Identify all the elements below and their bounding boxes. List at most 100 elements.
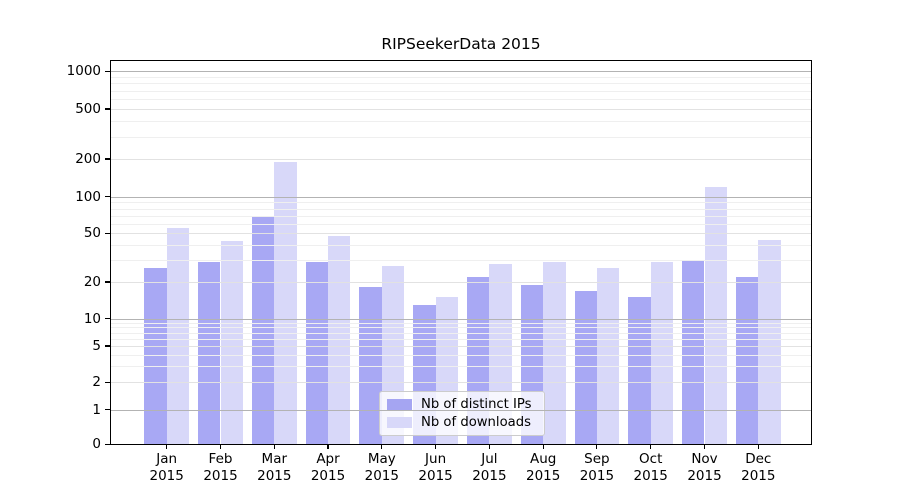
month-label: Dec [745, 451, 772, 467]
bar-nov-distinct-ips [682, 260, 705, 444]
y-tick-label-20: 20 [83, 273, 101, 290]
bar-oct-downloads [650, 262, 674, 444]
month-label: Nov [691, 451, 718, 467]
x-axis-tick-oct [650, 444, 652, 449]
gridline-200 [111, 158, 811, 160]
x-tick-label-dec: Dec 2015 [728, 451, 788, 485]
month-label: Jan [156, 451, 178, 467]
y-axis-tick-500 [105, 108, 110, 110]
legend-row-distinct-ips: Nb of distinct IPs [387, 397, 544, 412]
gridline-minor-900 [111, 76, 811, 78]
month-label: Aug [530, 451, 557, 467]
plot-area: Nb of distinct IPs Nb of downloads 0 1 2 5 1… [67, 60, 812, 484]
y-axis-tick-1000 [105, 70, 110, 72]
x-tick-label-mar: Mar 2015 [244, 451, 304, 485]
bar-aug-downloads [543, 262, 566, 444]
y-axis-tick-100 [105, 196, 110, 198]
bar-mar-distinct-ips [251, 215, 275, 444]
gridline-minor-4 [111, 354, 811, 356]
x-tick-label-sep: Sep 2015 [567, 451, 627, 485]
legend-label-downloads: Nb of downloads [421, 415, 531, 430]
x-tick-label-jan: Jan 2015 [137, 451, 197, 485]
y-axis-tick-20 [105, 281, 110, 283]
month-label: Jun [425, 451, 447, 467]
bar-jan-distinct-ips [144, 268, 167, 444]
legend: Nb of distinct IPs Nb of downloads [379, 391, 545, 436]
x-axis-tick-jan [166, 444, 168, 449]
gridline-minor-3 [111, 366, 811, 368]
y-tick-label-5: 5 [92, 337, 101, 354]
gridline-1 [111, 409, 811, 411]
year-label: 2015 [364, 468, 399, 484]
gridline-minor-70 [111, 215, 811, 217]
gridline-minor-90 [111, 202, 811, 204]
bar-feb-distinct-ips [198, 262, 221, 444]
year-label: 2015 [418, 468, 453, 484]
gridline-20 [111, 281, 811, 283]
bar-nov-downloads [704, 186, 727, 444]
gridline-50 [111, 233, 811, 235]
y-tick-label-10: 10 [83, 310, 101, 327]
year-label: 2015 [257, 468, 292, 484]
x-tick-label-jun: Jun 2015 [406, 451, 466, 485]
bar-sep-distinct-ips [574, 290, 597, 444]
legend-label-distinct-ips: Nb of distinct IPs [421, 397, 532, 412]
bar-oct-distinct-ips [628, 297, 651, 444]
y-axis-tick-1 [105, 409, 110, 411]
x-axis-tick-nov [703, 444, 706, 449]
gridline-minor-9 [111, 322, 811, 324]
year-label: 2015 [633, 468, 668, 484]
y-axis-tick-0 [105, 443, 110, 445]
gridline-minor-8 [111, 327, 811, 329]
month-label: Feb [208, 451, 233, 467]
legend-row-downloads: Nb of downloads [387, 415, 544, 430]
gridline-minor-400 [111, 121, 811, 123]
gridline-minor-40 [111, 245, 811, 247]
x-axis-tick-may [381, 444, 383, 449]
year-label: 2015 [741, 468, 776, 484]
x-tick-label-may: May 2015 [352, 451, 412, 485]
year-label: 2015 [472, 468, 507, 484]
bar-apr-distinct-ips [305, 262, 328, 444]
y-tick-label-0: 0 [92, 436, 101, 453]
x-axis-tick-mar [273, 444, 275, 449]
y-tick-label-100: 100 [75, 188, 101, 205]
bar-dec-downloads [758, 240, 781, 444]
gridline-minor-60 [111, 223, 811, 225]
x-axis-tick-jul [488, 444, 490, 449]
y-axis-tick-10 [105, 318, 110, 320]
gridline-minor-7 [111, 332, 811, 334]
legend-swatch-distinct-ips [387, 399, 412, 410]
y-tick-label-50: 50 [83, 225, 101, 242]
x-tick-label-apr: Apr 2015 [298, 451, 358, 485]
bar-mar-downloads [274, 161, 297, 444]
gridline-minor-700 [111, 90, 811, 92]
gridline-2 [111, 382, 811, 384]
legend-swatch-downloads [387, 417, 412, 428]
y-tick-label-2: 2 [92, 374, 101, 391]
bar-may-distinct-ips [359, 287, 382, 444]
x-tick-label-oct: Oct 2015 [621, 451, 681, 485]
gridline-500 [111, 108, 811, 110]
bar-feb-downloads [220, 241, 243, 444]
month-label: Apr [316, 451, 340, 467]
year-label: 2015 [310, 468, 346, 484]
x-axis-tick-feb [219, 444, 222, 449]
x-axis-tick-sep [596, 444, 598, 449]
y-axis-tick-2 [105, 381, 110, 383]
y-axis-tick-200 [105, 158, 110, 160]
year-label: 2015 [687, 468, 722, 484]
month-label: Sep [584, 451, 610, 467]
y-axis-tick-50 [105, 232, 110, 235]
year-label: 2015 [203, 468, 238, 484]
gridline-5 [111, 345, 811, 347]
year-label: 2015 [526, 468, 561, 484]
x-axis-tick-dec [757, 444, 759, 449]
chart-title: RIPSeekerData 2015 [381, 35, 541, 53]
y-tick-label-1000: 1000 [66, 63, 101, 79]
year-label: 2015 [579, 468, 615, 484]
gridline-minor-300 [111, 136, 811, 138]
x-tick-label-jul: Jul 2015 [459, 451, 519, 485]
y-tick-label-200: 200 [75, 150, 101, 167]
